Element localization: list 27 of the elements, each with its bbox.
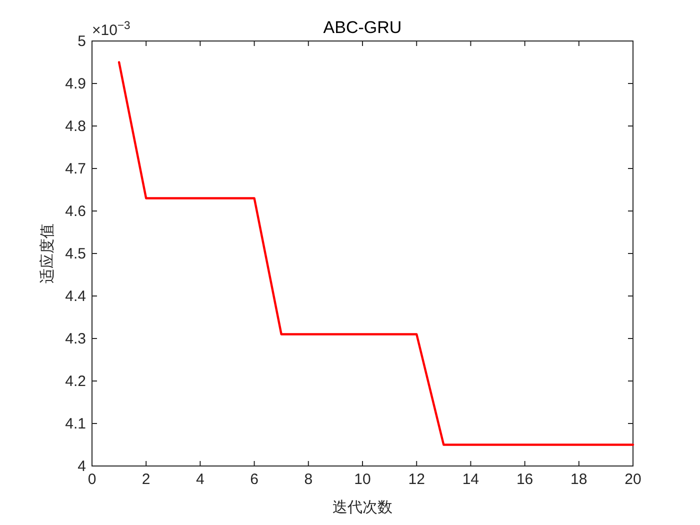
y-tick-label: 4.4 xyxy=(65,288,86,305)
x-tick-label: 4 xyxy=(196,471,204,488)
y-tick-label: 4 xyxy=(78,458,86,475)
line-series xyxy=(118,61,634,446)
x-tick-label: 12 xyxy=(408,471,425,488)
y-axis-title: 适应度值 xyxy=(39,224,56,284)
x-tick-label: 6 xyxy=(250,471,258,488)
text: ×10$^{−3}$ xyxy=(92,20,130,39)
chart-title: ABC-GRU xyxy=(323,18,402,37)
x-tick-label: 0 xyxy=(88,471,96,488)
x-tick-label: 18 xyxy=(570,471,588,488)
y-tick-label: 4.2 xyxy=(65,373,86,390)
x-tick-label: 2 xyxy=(142,471,150,488)
x-tick-label: 8 xyxy=(304,471,313,488)
y-tick-label: 4.5 xyxy=(65,246,86,262)
x-axis-title: 迭代次数 xyxy=(332,499,392,516)
y-tick-label: 4.7 xyxy=(65,160,86,178)
y-tick-label: 4.3 xyxy=(65,330,86,348)
y-tick-label: 4.9 xyxy=(65,76,86,92)
y-tick-label: 4.1 xyxy=(65,416,86,432)
x-tick-label: 20 xyxy=(624,471,642,488)
y-tick-label: 5 xyxy=(78,33,86,50)
x-tick-label: 14 xyxy=(462,471,480,488)
x-tick-label: 10 xyxy=(354,471,371,488)
x-tick-label: 16 xyxy=(516,471,534,488)
y-tick-label: 4.8 xyxy=(65,118,86,135)
y-tick-label: 4.6 xyxy=(65,203,86,220)
